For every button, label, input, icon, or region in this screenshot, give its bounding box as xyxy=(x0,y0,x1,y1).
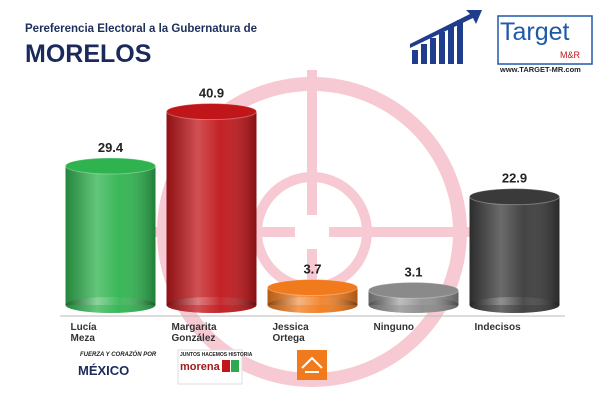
party-logo: FUERZA Y CORAZÓN POR MÉXICO JUNTOS HACEM… xyxy=(78,349,327,385)
value-label: 3.1 xyxy=(404,264,422,279)
logo-graph xyxy=(410,10,482,64)
bar-bottom-shade xyxy=(267,297,358,313)
value-label: 3.7 xyxy=(303,261,321,276)
bar-bottom-shade xyxy=(65,297,156,313)
bar-top xyxy=(368,281,459,299)
x-tick-label: Lucía Meza xyxy=(70,322,97,344)
x-tick-label: Margarita González xyxy=(171,322,217,344)
party-text: FUERZA Y CORAZÓN POR xyxy=(80,351,157,358)
party-text: morena xyxy=(180,361,221,373)
bar-bottom-shade xyxy=(368,297,459,313)
x-tick-label: Ninguno xyxy=(373,322,415,333)
bar-top xyxy=(65,157,156,175)
party-text: JUNTOS HACEMOS HISTORIA xyxy=(180,352,253,358)
value-label: 29.4 xyxy=(98,140,124,155)
value-label: 22.9 xyxy=(502,171,527,186)
logo-sub: M&R xyxy=(560,50,581,60)
bar-shade xyxy=(65,165,156,305)
bar-shade xyxy=(469,196,560,305)
x-tick-label: Jessica Ortega xyxy=(272,322,309,344)
bar-top xyxy=(166,103,257,121)
party-text: MÉXICO xyxy=(78,363,129,378)
chart-subtitle: MORELOS xyxy=(25,40,151,68)
bar-bottom-shade xyxy=(166,297,257,313)
bar-bottom-shade xyxy=(469,297,560,313)
party-box xyxy=(297,350,327,380)
bar-top xyxy=(267,278,358,296)
bar-shade xyxy=(166,111,257,305)
value-label: 40.9 xyxy=(199,86,224,101)
logo-name: Target xyxy=(500,18,570,46)
logo-box xyxy=(497,15,593,65)
x-tick-label: Indecisos xyxy=(474,322,521,333)
logo-url: www.TARGET-MR.com xyxy=(499,65,581,74)
bar-top xyxy=(469,188,560,206)
chart-title: Pereferencia Electoral a la Gubernatura … xyxy=(25,23,257,35)
